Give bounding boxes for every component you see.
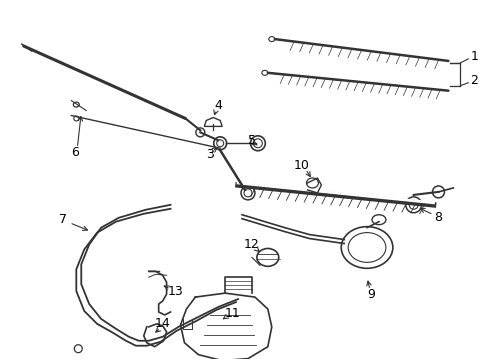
Ellipse shape <box>262 70 267 75</box>
Text: 3: 3 <box>206 148 214 161</box>
Ellipse shape <box>196 128 204 137</box>
Ellipse shape <box>432 186 444 198</box>
Text: 1: 1 <box>469 50 477 63</box>
Text: 7: 7 <box>59 213 67 226</box>
Polygon shape <box>204 117 222 126</box>
Ellipse shape <box>74 116 79 121</box>
Text: 11: 11 <box>224 307 240 320</box>
Text: 5: 5 <box>247 134 255 147</box>
Ellipse shape <box>74 345 82 353</box>
Ellipse shape <box>253 139 262 148</box>
Text: 8: 8 <box>434 211 442 224</box>
Ellipse shape <box>216 140 223 147</box>
Ellipse shape <box>347 233 385 262</box>
Ellipse shape <box>306 178 318 188</box>
Text: 2: 2 <box>469 74 477 87</box>
Text: 14: 14 <box>154 318 170 330</box>
Text: 4: 4 <box>214 99 222 112</box>
Ellipse shape <box>268 37 274 41</box>
Text: 13: 13 <box>167 285 183 298</box>
Ellipse shape <box>250 136 265 151</box>
Ellipse shape <box>73 102 79 107</box>
Ellipse shape <box>408 201 417 209</box>
Text: 12: 12 <box>244 238 259 251</box>
Ellipse shape <box>213 137 226 150</box>
Ellipse shape <box>256 248 278 266</box>
Text: 10: 10 <box>293 159 309 172</box>
Ellipse shape <box>341 227 392 268</box>
Text: 9: 9 <box>366 288 374 301</box>
Text: 6: 6 <box>71 146 79 159</box>
Ellipse shape <box>405 197 421 213</box>
Ellipse shape <box>371 215 385 225</box>
Ellipse shape <box>244 189 251 197</box>
Ellipse shape <box>241 186 254 200</box>
